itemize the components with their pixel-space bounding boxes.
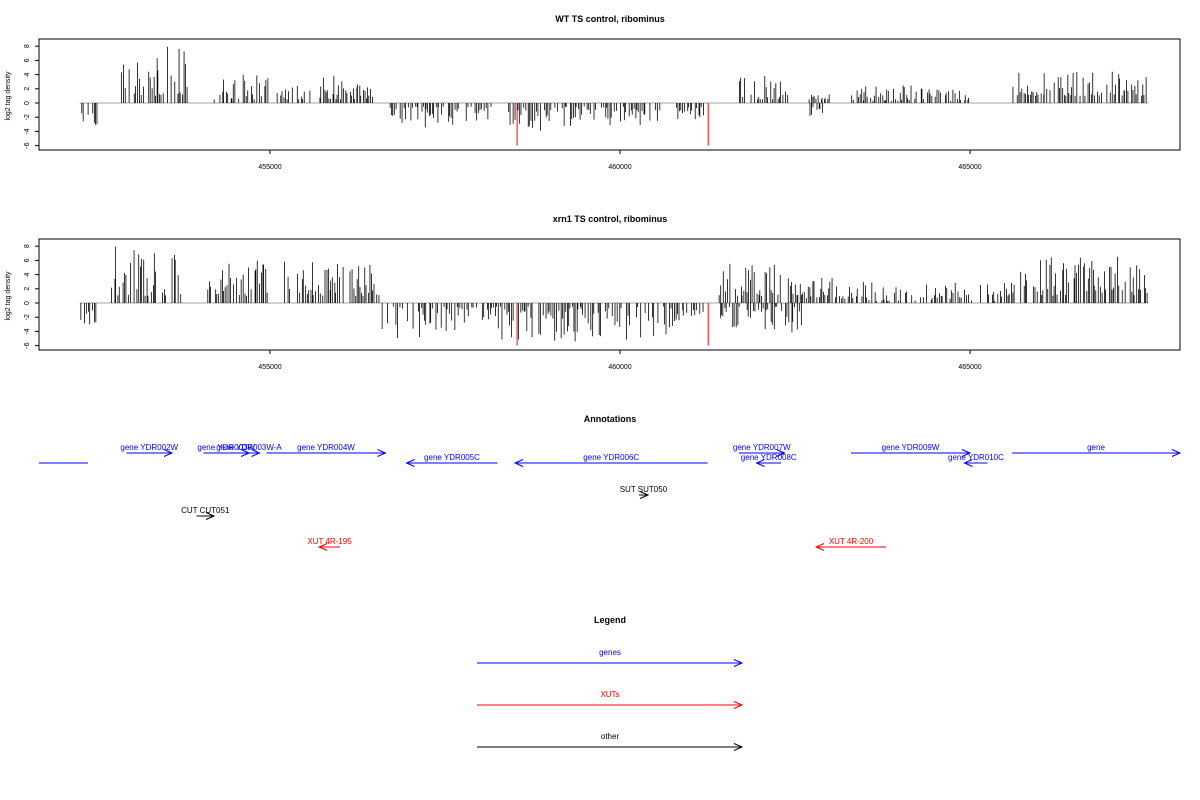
annotation-label: XUT 4R-195: [307, 537, 352, 546]
wt-y-tick-label: 8: [24, 44, 31, 48]
xrn1-y-axis-label: log2 tag density: [5, 271, 12, 321]
annotation-arrowhead: [163, 449, 174, 457]
annotation-label: gene YDR007W: [733, 443, 791, 452]
wt-y-tick-label: 6: [24, 58, 31, 62]
annotation-arrowhead: [317, 543, 328, 551]
annotation-arrowhead: [776, 449, 786, 457]
annotation-label: gene YDR003W: [197, 443, 255, 452]
annotations-title: Annotations: [584, 414, 637, 424]
annotation-label: gene YDR010C: [948, 453, 1004, 462]
wt-y-tick-label: -2: [24, 114, 31, 120]
annotation-label: SUT SUT050: [620, 485, 668, 494]
annotation-label: gene YDR002W: [120, 443, 178, 452]
legend-label: other: [601, 732, 620, 741]
annotation-label: gene YDR008C: [741, 453, 797, 462]
wt-y-tick-label: -4: [24, 128, 31, 134]
annotations-track: Annotations gene YDR002W gene YDR003Wgene…: [39, 414, 1182, 551]
wt-panel-title: WT TS control, ribominus: [555, 14, 665, 24]
xrn1-y-tick-label: -4: [24, 328, 31, 334]
xrn1-y-tick-label: 8: [24, 244, 31, 248]
annotation-arrowhead: [205, 512, 216, 520]
annotation-arrowhead: [251, 449, 261, 457]
wt-y-tick-label: 0: [24, 101, 31, 105]
xrn1-y-tick-label: -6: [24, 342, 31, 348]
xrn1-y-tick-label: 6: [24, 258, 31, 262]
wt-axes: -6 -4 -2 0 2 4 6 8 455000 460000 465000: [24, 44, 982, 171]
annotation-arrowhead: [961, 449, 972, 457]
annotation-arrowhead: [755, 459, 765, 467]
annotation-arrowhead: [377, 449, 387, 457]
legend-label: XUTs: [600, 690, 619, 699]
xrn1-y-tick-label: -2: [24, 314, 31, 320]
annotation-label: gene YDR009W: [882, 443, 940, 452]
annotation-label: gene YDR003W-A: [216, 443, 282, 452]
wt-plot-frame: [38, 38, 1181, 151]
annotation-arrowhead: [639, 491, 650, 499]
xrn1-x-tick-label: 465000: [958, 364, 981, 371]
annotation-arrowhead: [1171, 449, 1182, 457]
xrn1-coverage-panel: xrn1 TS control, ribominus -6 -4 -2 0 2 4 6 8 45…: [5, 214, 1181, 371]
annotation-arrowhead: [405, 459, 415, 467]
wt-x-tick-label: 460000: [608, 164, 631, 171]
xrn1-bars: [79, 246, 1149, 346]
xrn1-y-tick-label: 4: [24, 273, 31, 277]
annotation-label: CUT CUT051: [181, 506, 230, 515]
annotation-arrowhead: [513, 459, 524, 467]
annotation-label: gene YDR005C: [424, 453, 480, 462]
annotation-arrowhead: [963, 459, 973, 467]
wt-y-tick-label: -6: [24, 142, 31, 148]
wt-bars: [79, 46, 1149, 146]
annotation-arrowhead: [814, 543, 825, 551]
wt-x-tick-label: 465000: [958, 164, 981, 171]
annotation-label: gene YDR006C: [583, 453, 639, 462]
xrn1-axes: -6 -4 -2 0 2 4 6 8 455000 460000 465000: [24, 244, 982, 371]
xrn1-y-tick-label: 2: [24, 287, 31, 291]
xrn1-panel-title: xrn1 TS control, ribominus: [553, 214, 668, 224]
legend-arrowhead: [733, 743, 744, 751]
xrn1-x-tick-label: 460000: [608, 364, 631, 371]
xrn1-plot-frame: [38, 238, 1181, 351]
annotation-label: gene YDR004W: [297, 443, 355, 452]
wt-x-tick-label: 455000: [258, 164, 281, 171]
legend-arrowhead: [733, 659, 744, 667]
legend-items: genes XUTs other: [477, 648, 744, 751]
annotation-label: gene: [1087, 443, 1105, 452]
wt-coverage-panel: WT TS control, ribominus -6 -4 -2 0 2 4 6 8 4550…: [5, 14, 1181, 171]
legend-title: Legend: [594, 615, 626, 625]
legend: Legend genes XUTs other: [477, 615, 744, 751]
xrn1-y-tick-label: 0: [24, 301, 31, 305]
legend-label: genes: [599, 648, 621, 657]
wt-y-tick-label: 2: [24, 87, 31, 91]
wt-y-axis-label: log2 tag density: [5, 71, 12, 121]
wt-y-tick-label: 4: [24, 73, 31, 77]
xrn1-x-tick-label: 455000: [258, 364, 281, 371]
annotation-label: XUT 4R-200: [829, 537, 874, 546]
legend-arrowhead: [733, 701, 744, 709]
